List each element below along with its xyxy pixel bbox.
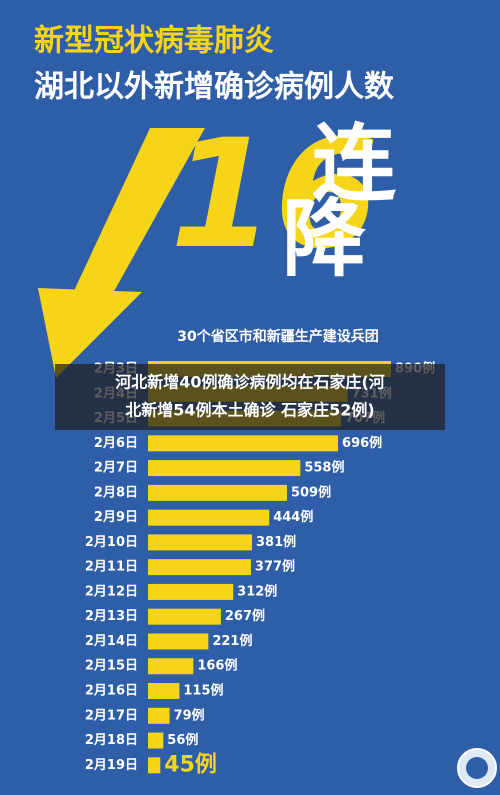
value-label: 558例 bbox=[304, 460, 344, 476]
value-label: 377例 bbox=[255, 559, 295, 575]
caption-line: 北新增54例本土确诊 石家庄52例) bbox=[125, 401, 374, 420]
bar bbox=[148, 484, 287, 501]
bar bbox=[148, 732, 164, 749]
y-tick-label: 2月7日 bbox=[94, 461, 138, 476]
chart-subtitle: 湖北以外新增确诊病例人数 bbox=[34, 70, 395, 105]
value-label: 166例 bbox=[197, 658, 237, 674]
bar bbox=[148, 608, 221, 625]
bar bbox=[148, 435, 339, 452]
value-label: 221例 bbox=[212, 633, 252, 649]
caption-box bbox=[55, 364, 445, 430]
value-label: 115例 bbox=[183, 683, 223, 699]
y-tick-label: 2月12日 bbox=[85, 584, 138, 599]
bar bbox=[148, 757, 161, 774]
y-tick-label: 2月19日 bbox=[85, 758, 138, 773]
bar bbox=[148, 633, 209, 650]
arrow-body bbox=[72, 128, 205, 295]
chart-note: 30个省区市和新疆生产建设兵团 bbox=[177, 328, 378, 345]
bar bbox=[148, 683, 180, 700]
y-tick-label: 2月10日 bbox=[85, 535, 138, 550]
y-tick-label: 2月15日 bbox=[85, 659, 138, 674]
bar bbox=[148, 658, 194, 675]
chart-title: 新型冠状病毒肺炎 bbox=[34, 24, 274, 59]
y-tick-label: 2月18日 bbox=[85, 733, 138, 748]
y-tick-label: 2月6日 bbox=[94, 436, 138, 451]
bar bbox=[148, 460, 301, 477]
y-tick-label: 2月13日 bbox=[85, 609, 138, 624]
headline-char: 连 bbox=[312, 115, 397, 213]
y-tick-label: 2月16日 bbox=[85, 684, 138, 699]
arrow-head bbox=[38, 288, 142, 378]
value-label: 444例 bbox=[273, 509, 313, 525]
value-label: 56例 bbox=[167, 732, 198, 748]
bar bbox=[148, 509, 270, 526]
emblem-inner bbox=[466, 757, 488, 779]
value-label: 267例 bbox=[225, 608, 265, 624]
y-tick-label: 2月17日 bbox=[85, 708, 138, 723]
value-label: 312例 bbox=[237, 583, 277, 599]
bar bbox=[148, 707, 170, 724]
headline-char: 降 bbox=[282, 190, 366, 288]
value-label: 45例 bbox=[164, 752, 217, 777]
value-label: 381例 bbox=[256, 534, 296, 550]
bar bbox=[148, 534, 253, 551]
headline-number: 16 bbox=[170, 108, 379, 282]
value-label: 696例 bbox=[342, 435, 382, 451]
value-label: 79例 bbox=[174, 707, 205, 723]
value-label: 509例 bbox=[291, 484, 331, 500]
bar bbox=[148, 583, 234, 600]
y-tick-label: 2月11日 bbox=[85, 560, 138, 575]
bar bbox=[148, 559, 251, 576]
caption-line: 河北新增40例确诊病例均在石家庄(河 bbox=[115, 373, 385, 392]
y-tick-label: 2月9日 bbox=[94, 510, 138, 525]
y-tick-label: 2月14日 bbox=[85, 634, 138, 649]
y-tick-label: 2月8日 bbox=[94, 485, 138, 500]
